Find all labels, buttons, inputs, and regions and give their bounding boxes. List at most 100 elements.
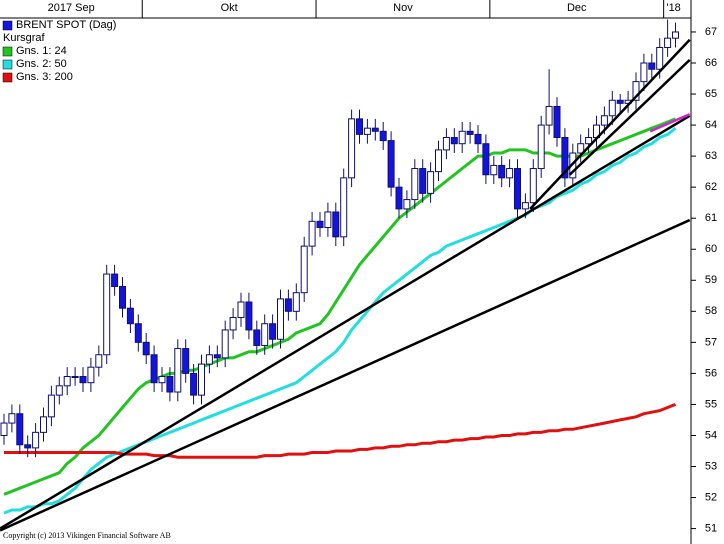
candle-body xyxy=(395,186,403,210)
candle-body xyxy=(553,105,561,138)
candle-body xyxy=(142,341,150,356)
y-tick-label: 60 xyxy=(705,243,717,255)
candle-body xyxy=(229,317,237,331)
y-tick-label: 55 xyxy=(705,398,717,410)
legend-label: BRENT SPOT (Dag) xyxy=(16,19,116,31)
candle-body xyxy=(24,444,32,449)
candle-body xyxy=(427,171,435,194)
candle-body xyxy=(8,413,16,424)
legend-swatch xyxy=(2,20,13,31)
candle-body xyxy=(308,220,316,247)
candle-body xyxy=(245,301,253,331)
legend-label: Gns. 3: 200 xyxy=(16,71,73,83)
copyright: Copyright (c) 2013 Vikingen Financial So… xyxy=(3,531,171,540)
y-tick-label: 53 xyxy=(705,460,717,472)
candle-body xyxy=(435,149,442,173)
candle-body xyxy=(561,136,569,179)
candle-body xyxy=(600,115,608,126)
candle-body xyxy=(198,363,205,396)
candle-body xyxy=(537,124,545,170)
candle-body xyxy=(32,431,40,449)
candle-body xyxy=(87,366,95,384)
candle-body xyxy=(134,323,142,343)
candle-body xyxy=(16,413,24,446)
candle-body xyxy=(332,211,340,238)
plot-area xyxy=(0,19,691,532)
candle-body xyxy=(174,348,182,393)
y-tick-label: 59 xyxy=(705,274,717,286)
y-tick-label: 67 xyxy=(705,26,717,38)
trendline xyxy=(0,114,691,530)
candle-body xyxy=(411,168,419,201)
x-tick-label: Dec xyxy=(567,2,587,14)
candle-body xyxy=(419,168,427,194)
trendline xyxy=(568,58,691,176)
legend-note: Kursgraf xyxy=(3,32,46,44)
candle-body xyxy=(95,354,103,368)
x-tick-label: Nov xyxy=(393,2,413,14)
candle-body xyxy=(79,375,87,384)
legend-swatch xyxy=(2,59,13,70)
candle-body xyxy=(490,164,498,176)
candle-body xyxy=(608,99,616,117)
candle-body xyxy=(221,329,229,359)
candle-body xyxy=(442,136,450,151)
candle-body xyxy=(458,130,466,145)
candle-body xyxy=(71,375,79,378)
y-tick-label: 64 xyxy=(705,119,717,131)
candle-body xyxy=(466,130,474,135)
moving-average-line xyxy=(4,403,677,459)
y-tick-label: 56 xyxy=(705,367,717,379)
candle-body xyxy=(292,292,300,312)
x-tick-label: '18 xyxy=(666,2,680,14)
candle-body xyxy=(640,62,648,83)
trendline xyxy=(0,218,691,532)
candle-body xyxy=(585,136,593,145)
candle-body xyxy=(506,168,514,179)
trendline xyxy=(649,113,691,133)
candle-body xyxy=(616,99,624,104)
candle-body xyxy=(40,416,47,433)
candle-body xyxy=(379,130,387,142)
candle-body xyxy=(190,372,198,396)
y-tick-label: 58 xyxy=(705,305,717,317)
candle-body xyxy=(340,177,348,238)
y-tick-label: 57 xyxy=(705,336,717,348)
candle-body xyxy=(356,118,363,135)
y-tick-label: 65 xyxy=(705,88,717,100)
candle-body xyxy=(371,127,379,132)
y-tick-label: 62 xyxy=(705,181,717,193)
candle-body xyxy=(363,127,371,135)
trendline xyxy=(529,38,691,210)
candle-body xyxy=(521,202,529,210)
candle-body xyxy=(63,375,71,387)
y-tick-label: 66 xyxy=(705,57,717,69)
candle-body xyxy=(450,136,458,145)
candle-body xyxy=(261,323,269,346)
candle-body xyxy=(498,164,506,179)
candle-body xyxy=(514,168,521,210)
candle-body xyxy=(324,211,332,229)
candle-body xyxy=(253,329,261,346)
candle-body xyxy=(664,37,672,48)
candle-body xyxy=(672,31,679,39)
candle-body xyxy=(300,245,308,294)
x-tick-label: 2017 Sep xyxy=(48,2,95,14)
candle-body xyxy=(632,81,640,101)
axes: 51 52 53 54 55 56 57 58 59 60 61 62 63 64 65 66 67 2017 S… xyxy=(48,0,717,534)
candle-body xyxy=(474,133,482,145)
candle-body xyxy=(577,143,585,154)
y-tick-label: 61 xyxy=(705,212,717,224)
candle-body xyxy=(47,394,55,418)
candle-body xyxy=(0,422,8,436)
candle-body xyxy=(403,199,411,210)
legend-label: Gns. 2: 50 xyxy=(16,58,67,70)
candle-body xyxy=(648,62,656,70)
candle-body xyxy=(126,307,134,325)
candle-body xyxy=(387,140,395,188)
x-tick-label: Okt xyxy=(221,2,238,14)
candle-body xyxy=(284,298,292,312)
candle-body xyxy=(55,385,63,396)
